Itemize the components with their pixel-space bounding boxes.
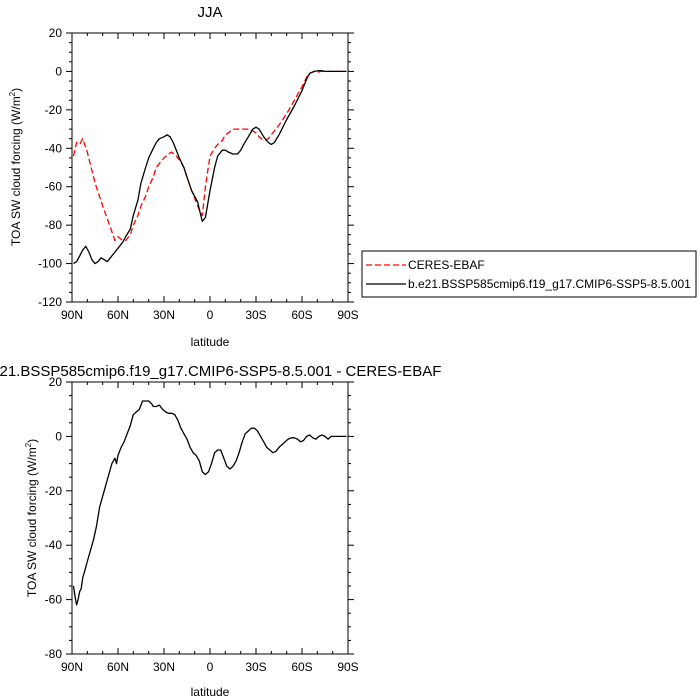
x-tick-label: 0 xyxy=(207,308,214,322)
legend-box xyxy=(361,250,697,298)
y-tick-label: 20 xyxy=(49,26,63,40)
x-tick-label: 60N xyxy=(107,308,129,322)
y-tick-label: -100 xyxy=(38,257,62,271)
y-tick-label: -120 xyxy=(38,295,62,309)
bottom-chart-title: b.e21.BSSP585cmip6.f19_g17.CMIP6-SSP5-8.… xyxy=(0,363,441,380)
x-tick-label: 90S xyxy=(337,308,358,322)
x-tick-label: 30S xyxy=(245,660,266,674)
top-chart-title: JJA xyxy=(197,4,222,21)
x-tick-label: 30S xyxy=(245,308,266,322)
bottom-y-axis-label: TOA SW cloud forcing (W/m2) xyxy=(24,439,39,597)
y-tick-label: -40 xyxy=(45,538,63,552)
y-tick-label: -60 xyxy=(45,593,63,607)
y-tick-label: -40 xyxy=(45,141,63,155)
x-tick-label: 90N xyxy=(61,308,83,322)
legend-label-ceres: CERES-EBAF xyxy=(408,258,485,272)
bottom-axis-ticks xyxy=(66,381,354,655)
y-tick-label: -80 xyxy=(45,647,63,661)
bottom-tick-labels: 90N 60N 30N 0 30S 60S 90S 20 0 -20 -40 -60 -80 xyxy=(45,375,359,674)
y-tick-label: 0 xyxy=(55,429,62,443)
x-tick-label: 90N xyxy=(61,660,83,674)
bottom-y-axis-label-sup: 2 xyxy=(24,442,33,447)
top-y-axis-label-main: TOA SW cloud forcing (W/m xyxy=(9,96,23,246)
top-y-axis-label: TOA SW cloud forcing (W/m2) xyxy=(8,88,23,246)
x-tick-label: 60N xyxy=(107,660,129,674)
bottom-y-axis-label-main: TOA SW cloud forcing (W/m xyxy=(25,447,39,597)
top-series-lines xyxy=(72,69,347,265)
bottom-series-lines xyxy=(72,400,347,606)
y-tick-label: 0 xyxy=(55,64,62,78)
legend: CERES-EBAF b.e21.BSSP585cmip6.f19_g17.CM… xyxy=(361,250,697,298)
x-tick-label: 0 xyxy=(207,660,214,674)
series-line-1-0 xyxy=(72,400,347,606)
x-tick-label: 30N xyxy=(153,660,175,674)
x-tick-label: 60S xyxy=(291,308,312,322)
series-line-0-1 xyxy=(73,69,347,265)
top-panel: JJA 90N 60N 30N 0 30S 60S 90S 20 0 -20 -40 -60 -80 -1… xyxy=(8,4,697,349)
y-tick-label: 20 xyxy=(49,375,63,389)
top-x-axis-label: latitude xyxy=(191,335,230,349)
x-tick-label: 30N xyxy=(153,308,175,322)
bottom-y-axis-label-close: ) xyxy=(25,439,39,443)
top-y-axis-label-close: ) xyxy=(9,88,23,92)
y-tick-label: -20 xyxy=(45,103,63,117)
y-tick-label: -80 xyxy=(45,218,63,232)
bottom-panel: b.e21.BSSP585cmip6.f19_g17.CMIP6-SSP5-8.… xyxy=(0,363,441,699)
x-tick-label: 90S xyxy=(337,660,358,674)
y-tick-label: -60 xyxy=(45,180,63,194)
top-tick-labels: 90N 60N 30N 0 30S 60S 90S 20 0 -20 -40 -60 -80 -100 -1… xyxy=(38,26,359,322)
bottom-plot-frame xyxy=(71,381,349,655)
top-y-axis-label-sup: 2 xyxy=(8,91,17,96)
bottom-x-axis-label: latitude xyxy=(191,685,230,699)
y-tick-label: -20 xyxy=(45,484,63,498)
legend-label-model: b.e21.BSSP585cmip6.f19_g17.CMIP6-SSP5-8.… xyxy=(408,277,691,291)
top-plot-frame xyxy=(71,32,349,303)
series-line-0-0 xyxy=(72,70,347,242)
x-tick-label: 60S xyxy=(291,660,312,674)
